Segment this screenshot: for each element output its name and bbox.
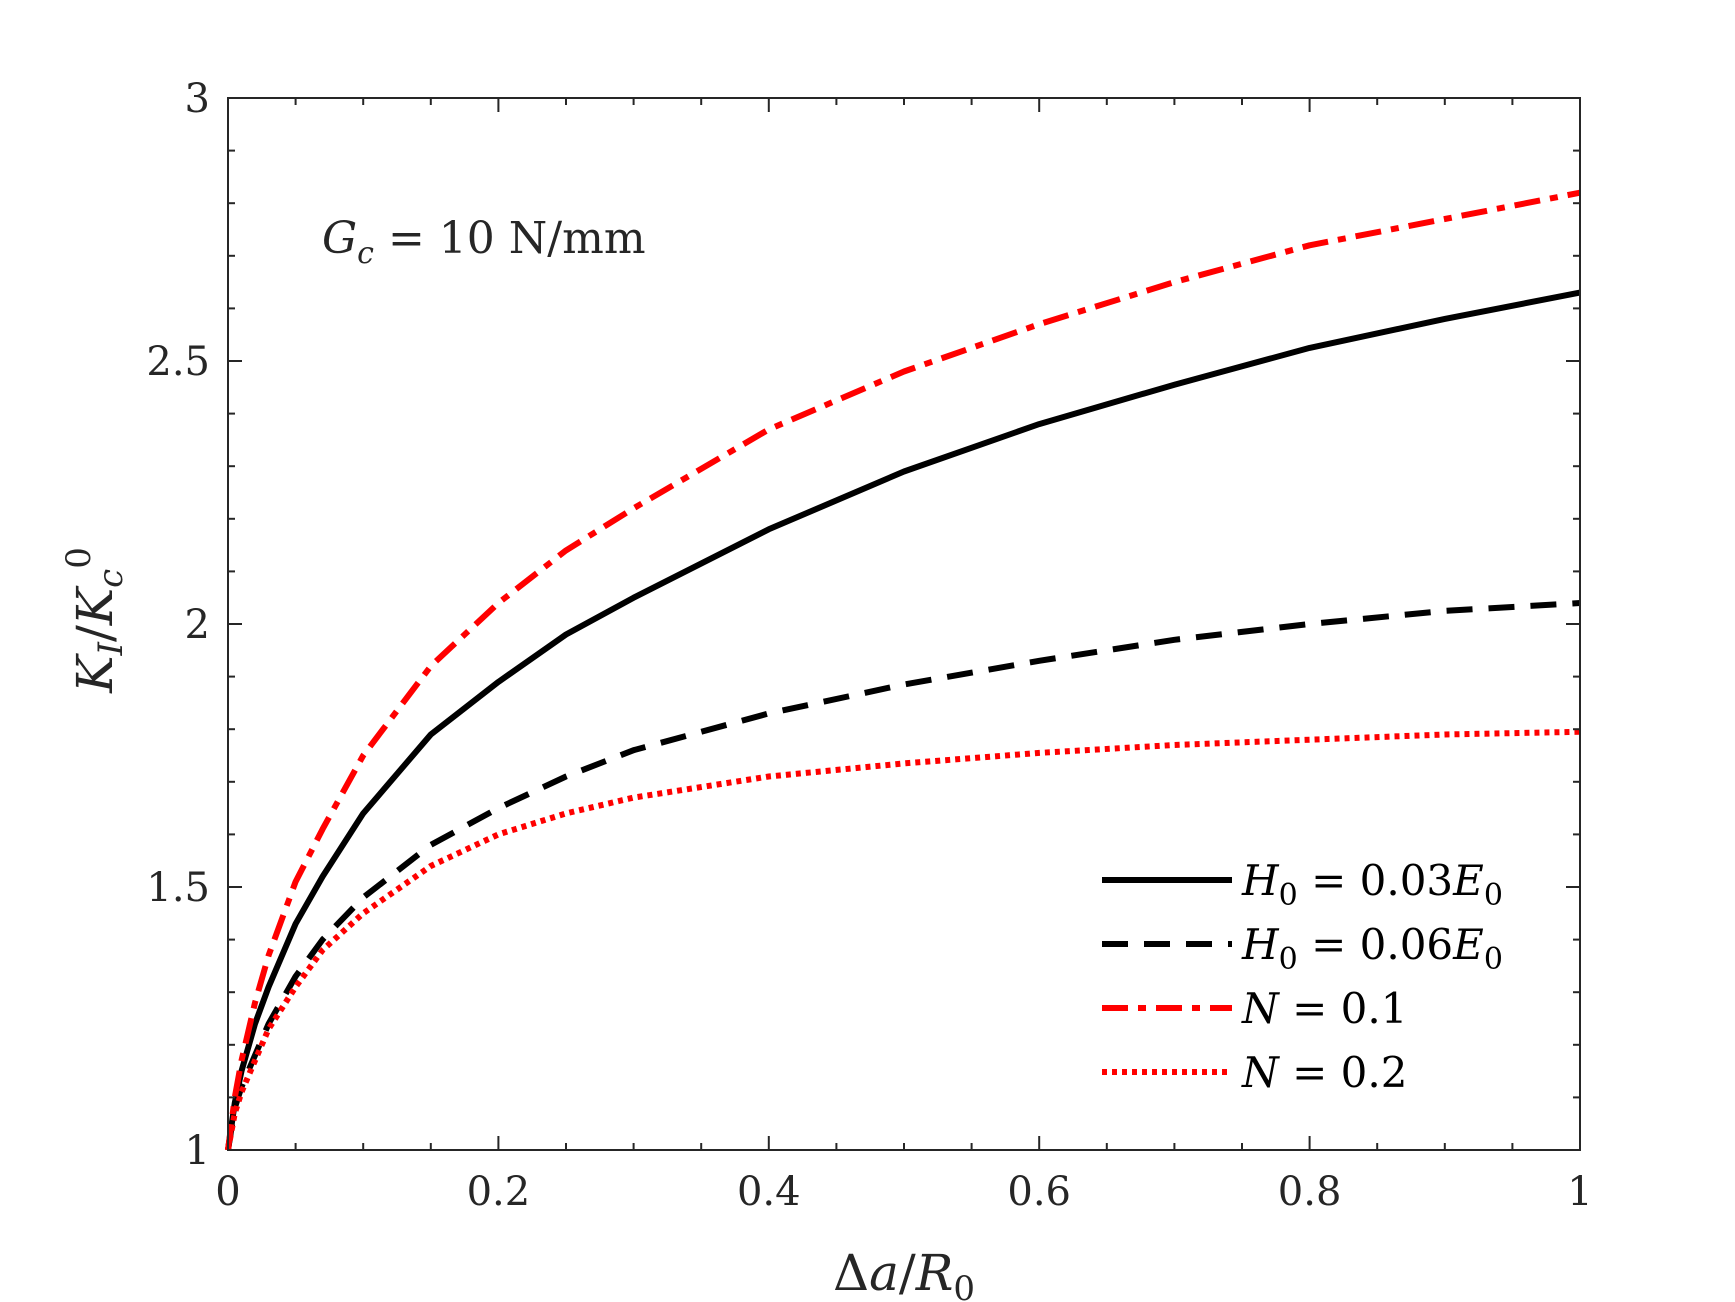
y-tick-label: 3 <box>185 76 210 122</box>
x-tick-label: 0.4 <box>737 1169 801 1215</box>
legend-label-2: H0 = 0.06E0 <box>1241 920 1503 977</box>
series-layer <box>225 189 1581 1151</box>
x-tick-label: 1 <box>1567 1169 1592 1215</box>
series-line-3 <box>225 189 1581 1151</box>
legend-label-3: N = 0.1 <box>1241 984 1407 1033</box>
y-tick-label: 1.5 <box>146 865 210 911</box>
legend: H0 = 0.03E0 H0 = 0.06E0 N = 0.1 N = 0.2 <box>1102 856 1503 1097</box>
legend-label-1: H0 = 0.03E0 <box>1241 856 1503 913</box>
series-line-4 <box>225 728 1581 1151</box>
legend-label-4: N = 0.2 <box>1241 1048 1407 1097</box>
x-tick-label: 0.6 <box>1007 1169 1071 1215</box>
plot-area-frame <box>227 97 1581 1151</box>
series-line-1 <box>225 289 1581 1151</box>
annotation-gc: Gc = 10 N/mm <box>322 213 646 271</box>
series-line-2 <box>225 600 1581 1151</box>
y-tick-label: 1 <box>185 1128 210 1174</box>
y-axis-label: KI/Kc0 <box>59 547 131 694</box>
labels-layer: 0 0.2 0.4 0.6 0.8 1 1 1.5 2 2.5 3 <box>146 76 1592 1215</box>
y-tick-label: 2.5 <box>146 339 210 385</box>
x-tick-label: 0.8 <box>1278 1169 1342 1215</box>
x-axis-label: Δa/R0 <box>833 1244 975 1302</box>
y-tick-label: 2 <box>185 602 210 648</box>
x-tick-label: 0.2 <box>467 1169 531 1215</box>
x-tick-label: 0 <box>215 1169 240 1215</box>
